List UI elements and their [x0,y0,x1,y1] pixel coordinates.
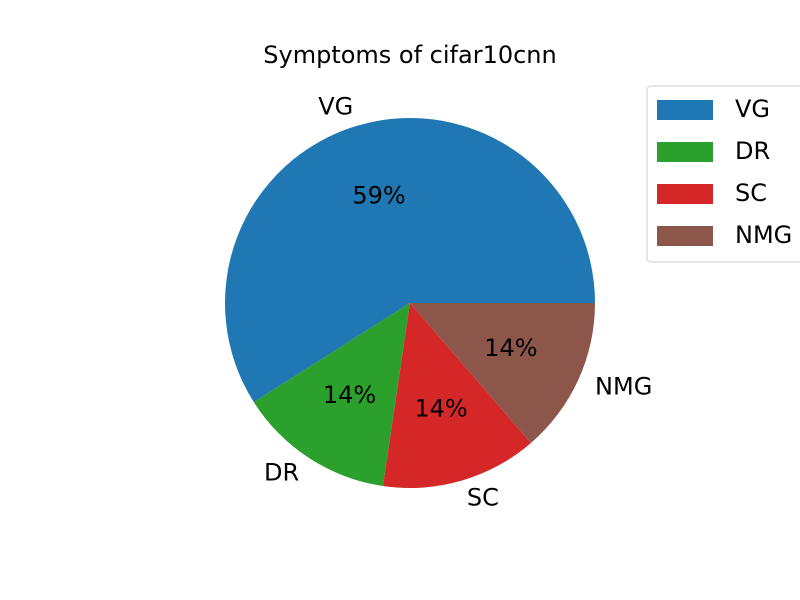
slice-label-vg: VG [318,93,353,121]
slice-percent-vg: 59% [352,181,405,209]
legend-label-vg: VG [735,95,770,123]
slice-label-sc: SC [467,483,499,511]
slice-label-dr: DR [264,459,299,487]
pie-wedges [225,118,595,488]
legend-swatch-vg [657,100,713,120]
legend-frame [646,85,800,263]
legend-swatch-sc [657,184,713,204]
slice-label-nmg: NMG [595,373,652,401]
legend-label-dr: DR [735,137,770,165]
slice-percent-nmg: 14% [484,334,537,362]
legend-swatch-nmg [657,226,713,246]
pie-slice-sc [383,303,531,488]
legend: VG DR SC NMG [646,85,800,263]
pie-slice-dr [253,303,410,487]
pie-slice-vg [225,118,595,403]
legend-label-sc: SC [735,179,767,207]
pie-percent-labels: 59% 14% 14% 14% [323,181,538,422]
slice-percent-dr: 14% [323,381,376,409]
legend-label-nmg: NMG [735,221,792,249]
pie-wedge-labels: VG DR SC NMG [264,93,652,512]
slice-percent-sc: 14% [414,395,467,423]
pie-slice-nmg [410,303,595,443]
chart-title: Symptoms of cifar10cnn [263,41,556,69]
legend-swatch-dr [657,142,713,162]
